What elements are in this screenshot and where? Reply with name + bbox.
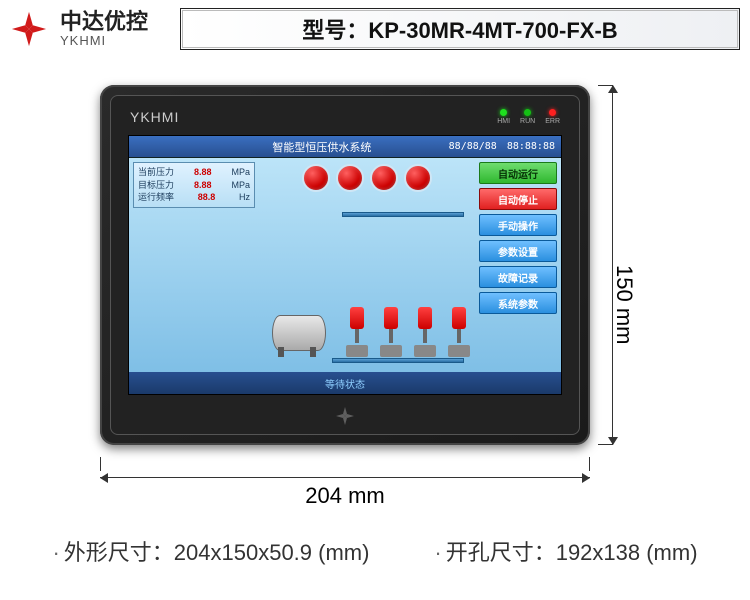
indicator-lamp-icon <box>370 164 398 192</box>
indicator-lamp-icon <box>302 164 330 192</box>
led-err: ERR <box>545 109 560 125</box>
cutout-dimension: ·开孔尺寸：192x138 (mm) <box>434 535 697 567</box>
screen-time: 88:88:88 <box>507 141 555 152</box>
pipe-top <box>342 212 464 217</box>
screen-date: 88/88/88 <box>449 141 497 152</box>
param-set-button[interactable]: 参数设置 <box>479 240 557 262</box>
sys-param-button[interactable]: 系统参数 <box>479 292 557 314</box>
manual-op-button[interactable]: 手动操作 <box>479 214 557 236</box>
brand-logo-icon <box>10 10 48 48</box>
stats-panel: 当前压力8.88MPa目标压力8.88MPa运行频率88.8Hz <box>129 158 259 372</box>
stat-row: 目标压力8.88MPa <box>138 179 250 192</box>
header-bar: 中达优控 YKHMI 型号：KP-30MR-4MT-700-FX-B <box>0 0 750 55</box>
model-bar: 型号：KP-30MR-4MT-700-FX-B <box>180 8 740 50</box>
auto-stop-button[interactable]: 自动停止 <box>479 188 557 210</box>
pipe-bottom <box>332 358 464 363</box>
hmi-screen[interactable]: 智能型恒压供水系统 88/88/88 88:88:88 当前压力8.88MPa目… <box>128 135 562 395</box>
device-stage: YKHMI HMI RUN ERR 智能型恒压供水系统 88/88/88 88:88… <box>0 55 750 525</box>
stat-row: 运行频率88.8Hz <box>138 191 250 204</box>
footer-specs: ·外形尺寸：204x150x50.9 (mm) ·开孔尺寸：192x138 (m… <box>0 525 750 567</box>
auto-run-button[interactable]: 自动运行 <box>479 162 557 184</box>
screen-titlebar: 智能型恒压供水系统 88/88/88 88:88:88 <box>129 136 561 158</box>
pump-icon <box>448 307 470 357</box>
indicator-lamp-icon <box>336 164 364 192</box>
pump-icon <box>380 307 402 357</box>
screen-title: 智能型恒压供水系统 <box>195 139 449 155</box>
status-bar: 等待状态 <box>129 372 561 394</box>
pump-icon <box>414 307 436 357</box>
bezel-brand: YKHMI <box>130 109 179 125</box>
dimension-width-label: 204 mm <box>100 483 590 509</box>
led-hmi: HMI <box>497 109 510 125</box>
indicator-lamp-icon <box>404 164 432 192</box>
led-run: RUN <box>520 109 535 125</box>
stat-row: 当前压力8.88MPa <box>138 166 250 179</box>
dimension-height: 150 mm <box>602 85 646 445</box>
outline-dimension: ·外形尺寸：204x150x50.9 (mm) <box>52 535 369 567</box>
hmi-device-frame: YKHMI HMI RUN ERR 智能型恒压供水系统 88/88/88 88:88… <box>100 85 590 445</box>
brand-name-en: YKHMI <box>60 34 148 48</box>
pump-icon <box>346 307 368 357</box>
status-leds: HMI RUN ERR <box>497 109 560 125</box>
status-text: 等待状态 <box>325 376 365 391</box>
model-label: 型号：KP-30MR-4MT-700-FX-B <box>189 13 731 45</box>
dimension-width: 204 mm <box>100 467 590 497</box>
fault-log-button[interactable]: 故障记录 <box>479 266 557 288</box>
brand-text: 中达优控 YKHMI <box>60 10 148 48</box>
bezel-logo-icon <box>335 406 355 431</box>
dimension-height-label: 150 mm <box>611 265 637 344</box>
button-panel: 自动运行自动停止手动操作参数设置故障记录系统参数 <box>475 158 561 372</box>
brand-name-cn: 中达优控 <box>60 10 148 34</box>
diagram-panel <box>259 158 475 372</box>
water-tank-icon <box>268 305 332 357</box>
